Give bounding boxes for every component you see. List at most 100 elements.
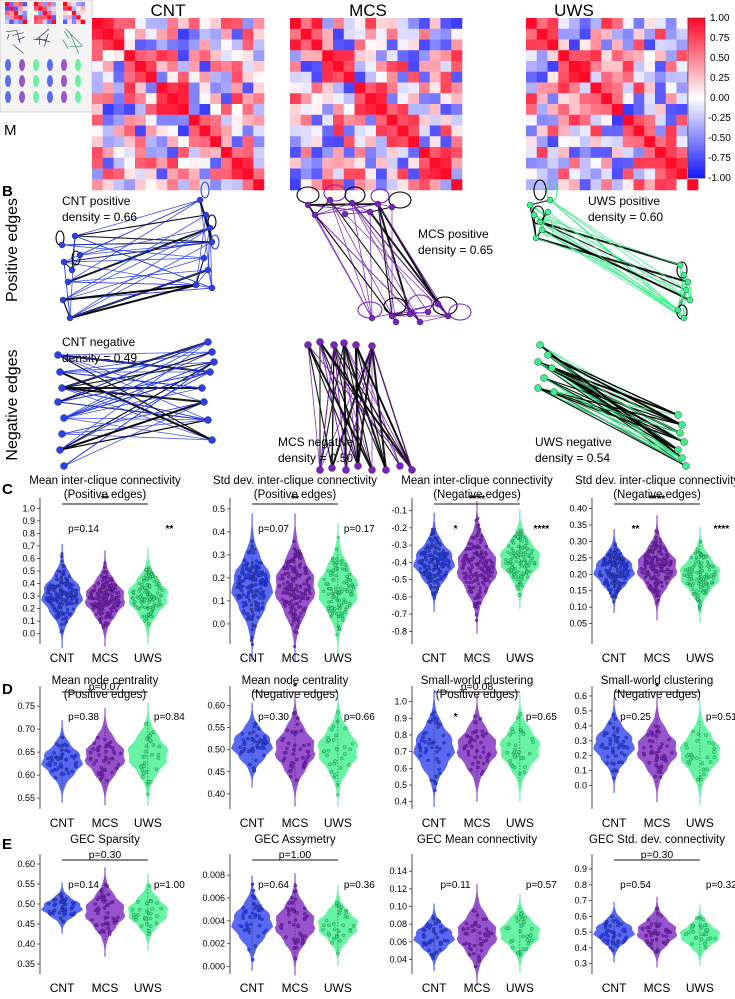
data-point	[289, 587, 293, 591]
graph-edge	[541, 229, 685, 319]
chart-title: GEC Assymetry	[254, 834, 335, 846]
data-point	[253, 724, 257, 729]
data-point	[478, 937, 483, 941]
data-point	[141, 771, 146, 776]
data-point	[470, 563, 474, 567]
graph-node	[311, 211, 319, 219]
heatmap-cell	[376, 61, 388, 73]
colorbar-tick: -0.50	[708, 133, 731, 144]
data-point	[342, 600, 346, 604]
data-point	[350, 582, 354, 586]
heatmap-cell	[633, 28, 645, 40]
heatmap-cell	[113, 50, 125, 62]
data-point	[243, 573, 247, 577]
data-point	[292, 539, 296, 543]
data-point	[71, 583, 75, 587]
data-point	[434, 921, 438, 926]
data-point	[435, 536, 439, 540]
data-point	[694, 560, 698, 564]
data-point	[434, 774, 439, 779]
data-point	[702, 575, 706, 579]
data-point	[470, 557, 474, 561]
heatmap-cell	[419, 147, 431, 159]
heatmap-cell	[322, 114, 334, 126]
heatmap-cell	[311, 71, 323, 83]
heatmap-cell	[665, 28, 677, 40]
data-point	[605, 553, 609, 557]
inset-cell	[67, 19, 72, 24]
colorbar-segment	[688, 31, 705, 35]
heatmap-cell	[188, 104, 200, 116]
data-point	[342, 568, 346, 572]
data-point	[643, 576, 647, 580]
data-point	[443, 928, 448, 932]
heatmap-cell	[408, 39, 420, 51]
heatmap-cell	[612, 50, 624, 62]
data-point	[690, 755, 695, 760]
data-point	[435, 590, 439, 594]
data-point	[105, 615, 109, 619]
x-tick-label: UWS	[134, 651, 162, 665]
data-point	[478, 538, 482, 542]
data-point	[470, 745, 474, 749]
data-point	[427, 742, 431, 746]
heatmap-cell	[633, 82, 645, 94]
data-point	[643, 566, 647, 570]
data-point	[343, 587, 347, 591]
colorbar-segment	[688, 71, 705, 75]
data-point	[296, 937, 300, 941]
data-point	[611, 919, 616, 923]
data-point	[118, 751, 123, 756]
data-point	[479, 948, 484, 953]
data-point	[621, 929, 625, 933]
graph-label-cnt-negative: CNT negative	[62, 335, 135, 349]
heatmap-cell	[354, 18, 366, 30]
data-point	[422, 731, 426, 736]
data-point	[53, 762, 57, 766]
heatmap-cell	[231, 28, 243, 40]
heatmap-cell	[601, 28, 613, 40]
heatmap-cell	[102, 147, 114, 159]
data-point	[47, 902, 51, 906]
data-point	[436, 725, 440, 729]
data-point	[92, 589, 96, 593]
data-point	[59, 601, 63, 605]
heatmap-cell	[601, 168, 613, 180]
heatmap-cell	[386, 71, 398, 83]
graph-node	[60, 462, 68, 470]
graph-edge	[62, 214, 207, 301]
data-point	[255, 734, 259, 738]
heatmap-cell	[547, 114, 559, 126]
data-point	[108, 929, 112, 934]
heatmap-cell	[242, 114, 254, 126]
heatmap-cell	[601, 93, 613, 105]
data-point	[64, 615, 68, 619]
inset-violin	[33, 59, 39, 71]
pairwise-label: p=0.07	[258, 524, 289, 535]
inset-cell	[18, 10, 23, 16]
data-point	[253, 547, 257, 551]
graph-label-mcs-positive: MCS positive	[418, 227, 489, 241]
data-point	[433, 788, 437, 792]
graph-edge	[62, 257, 205, 301]
data-point	[255, 572, 259, 576]
heatmap-cell	[124, 93, 136, 105]
data-point	[289, 761, 294, 765]
data-point	[333, 927, 337, 932]
data-point	[522, 770, 527, 775]
heatmap-cell	[113, 104, 125, 116]
data-point	[254, 608, 258, 612]
y-tick-label: 0.5	[394, 780, 407, 790]
data-point	[478, 717, 482, 721]
heatmap-cell	[178, 157, 190, 169]
significance-label: p=0.08	[461, 681, 494, 693]
data-point	[67, 613, 71, 617]
heatmap-cell	[429, 93, 441, 105]
heatmap-cell	[290, 50, 302, 62]
data-point	[484, 731, 488, 736]
pairwise-label: *	[454, 712, 458, 723]
heatmap-cell	[558, 50, 570, 62]
inset-cell	[76, 15, 81, 20]
data-point	[57, 744, 61, 748]
data-point	[526, 553, 530, 557]
